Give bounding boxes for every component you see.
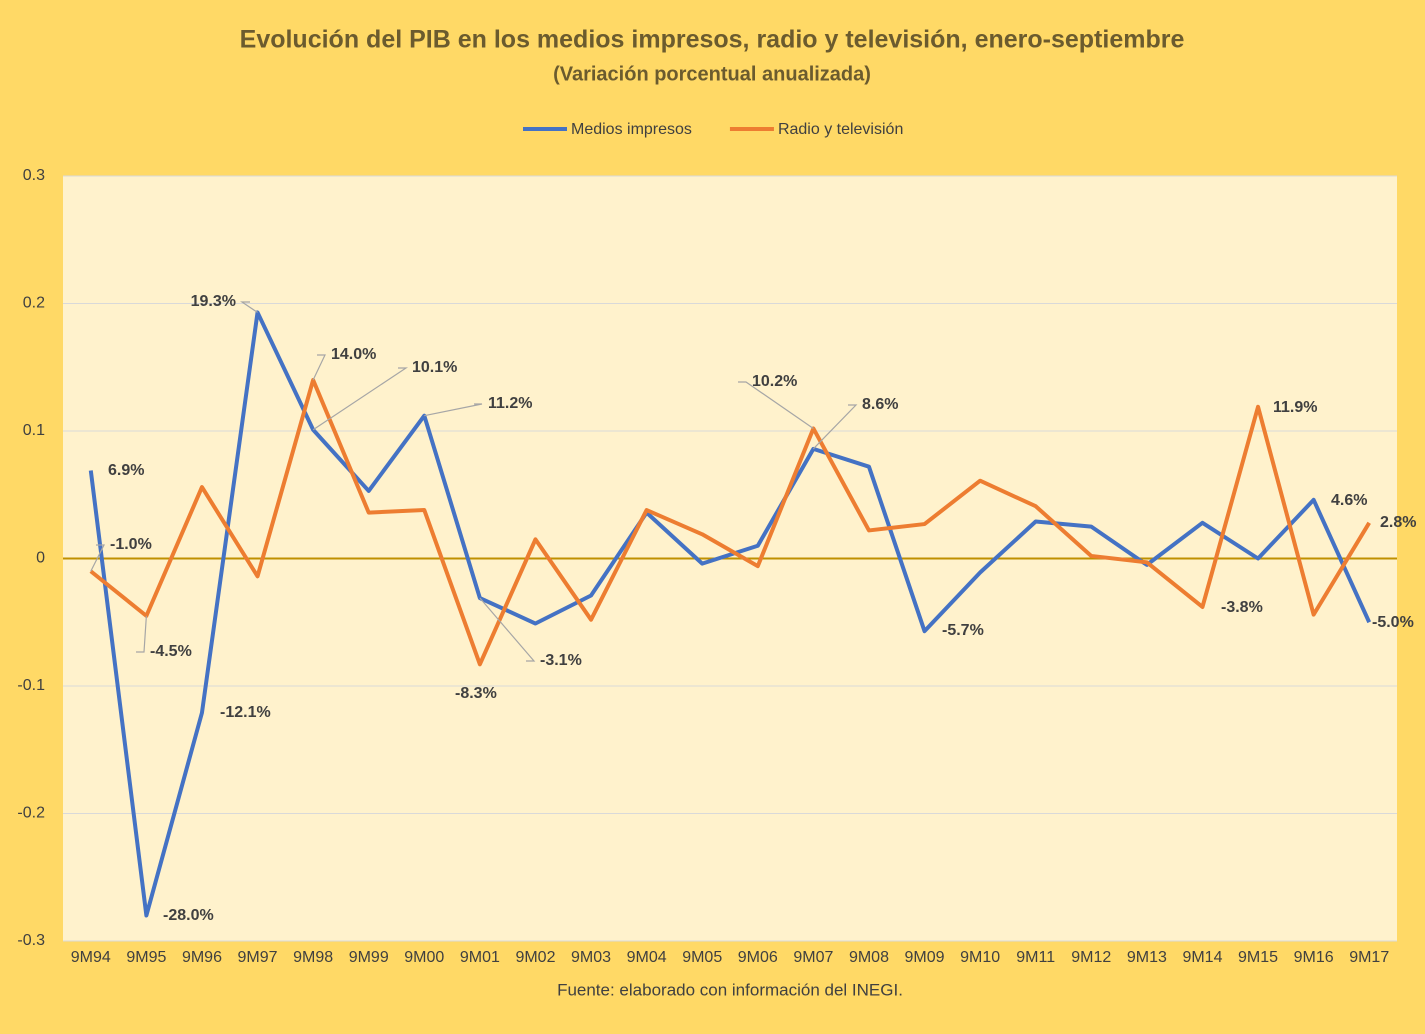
x-tick-label: 9M11	[1016, 949, 1055, 966]
leader-line	[738, 381, 814, 429]
x-tick-label: 9M10	[960, 949, 1000, 966]
x-tick-label: 9M05	[682, 949, 722, 966]
data-label: -4.5%	[150, 643, 192, 660]
x-tick-label: 9M16	[1294, 949, 1334, 966]
x-tick-label: 9M17	[1349, 949, 1389, 966]
data-label: -1.0%	[110, 536, 152, 553]
x-tick-label: 9M02	[515, 949, 555, 966]
chart-subtitle: (Variación porcentual anualizada)	[553, 63, 871, 85]
x-tick-label: 9M98	[293, 949, 333, 966]
legend-label: Medios impresos	[571, 121, 692, 138]
data-label: 11.9%	[1273, 399, 1317, 416]
x-tick-label: 9M13	[1127, 949, 1167, 966]
y-tick-label: 0	[36, 550, 45, 567]
x-tick-label: 9M00	[404, 949, 444, 966]
x-tick-label: 9M95	[126, 949, 166, 966]
x-tick-label: 9M03	[571, 949, 611, 966]
data-label: -3.8%	[1221, 599, 1263, 616]
leader-line	[479, 597, 536, 662]
leader-line	[90, 544, 105, 572]
leader-line	[312, 367, 408, 431]
chart-title: Evolución del PIB en los medios impresos…	[240, 26, 1185, 54]
data-label: -8.3%	[455, 685, 497, 702]
data-label: 10.1%	[412, 359, 457, 376]
data-label: 4.6%	[1331, 492, 1367, 509]
source-note: Fuente: elaborado con información del IN…	[557, 980, 903, 999]
x-tick-label: 9M04	[627, 949, 667, 966]
x-tick-label: 9M08	[849, 949, 889, 966]
x-tick-label: 9M14	[1182, 949, 1222, 966]
leader-line	[424, 403, 483, 417]
x-tick-label: 9M01	[460, 949, 500, 966]
leader-line	[312, 354, 326, 381]
data-label: 19.3%	[191, 293, 236, 310]
data-label: 11.2%	[488, 395, 532, 412]
leader-line	[136, 615, 147, 653]
y-tick-label: 0.1	[23, 422, 45, 439]
series-line	[89, 378, 1371, 667]
x-tick-label: 9M99	[349, 949, 389, 966]
data-label: -3.1%	[540, 652, 582, 669]
y-tick-label: -0.1	[17, 677, 45, 694]
y-tick-label: -0.2	[17, 805, 45, 822]
data-label: -28.0%	[163, 907, 214, 924]
x-tick-label: 9M96	[182, 949, 222, 966]
y-tick-label: 0.3	[23, 167, 45, 184]
x-tick-label: 9M97	[238, 949, 278, 966]
data-label: -5.7%	[942, 622, 984, 639]
x-tick-label: 9M07	[793, 949, 833, 966]
data-label: 2.8%	[1380, 514, 1416, 531]
x-tick-label: 9M09	[905, 949, 945, 966]
leader-line	[812, 404, 858, 450]
data-label: 8.6%	[862, 396, 898, 413]
x-tick-label: 9M12	[1071, 949, 1111, 966]
data-label: 14.0%	[331, 346, 376, 363]
x-tick-label: 9M06	[738, 949, 778, 966]
data-label: 6.9%	[108, 462, 144, 479]
x-tick-label: 9M15	[1238, 949, 1278, 966]
data-label: 10.2%	[752, 373, 797, 390]
y-tick-label: -0.3	[17, 932, 45, 949]
data-label: -5.0%	[1372, 614, 1414, 631]
data-label: -12.1%	[220, 704, 271, 721]
y-tick-label: 0.2	[23, 295, 45, 312]
x-tick-label: 9M94	[71, 949, 111, 966]
legend-label: Radio y televisión	[778, 121, 903, 138]
leader-line	[240, 301, 258, 313]
